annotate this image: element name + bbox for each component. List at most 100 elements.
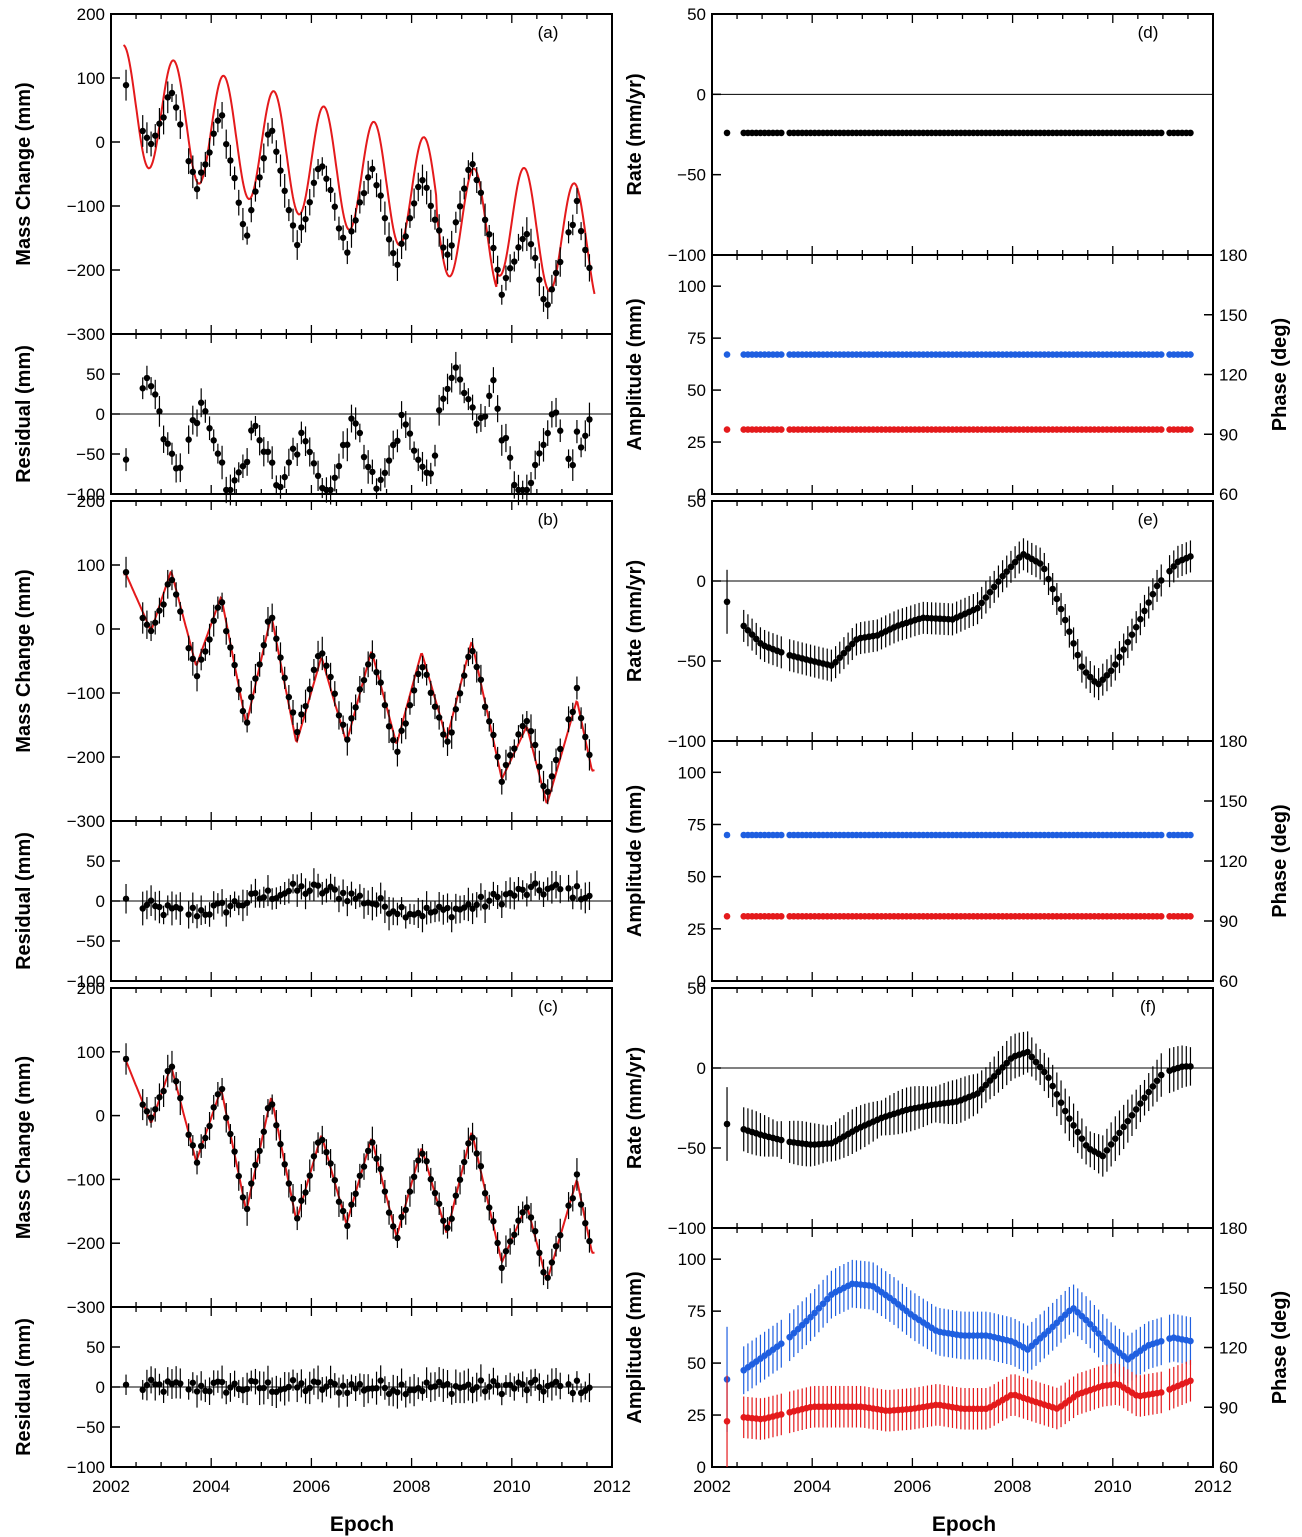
mass-point <box>385 236 393 243</box>
mass-point <box>552 1242 560 1250</box>
residual-point <box>586 1384 593 1391</box>
mass-point <box>294 241 301 249</box>
residual-point <box>490 1377 497 1385</box>
residual-point <box>331 886 338 893</box>
phase-point <box>1086 1321 1094 1328</box>
phase-point <box>1099 1334 1107 1342</box>
amplitude-axis-label: Amplitude (mm) <box>624 298 646 450</box>
rate-point <box>1149 1083 1157 1090</box>
residual-point <box>193 913 201 920</box>
residual-point <box>156 903 163 911</box>
rate-point <box>1007 563 1015 571</box>
residual-point <box>260 1384 268 1392</box>
mass-point <box>356 1172 364 1179</box>
mass-point <box>490 244 497 252</box>
residual-point <box>218 459 226 466</box>
mass-point <box>586 1237 593 1245</box>
mass-point <box>423 184 430 191</box>
mass-point <box>310 179 318 187</box>
mass-point <box>531 741 539 749</box>
rate-point <box>1086 673 1094 681</box>
residual-point <box>544 429 551 437</box>
mass-point <box>477 676 485 683</box>
residual-point <box>143 1381 151 1389</box>
mass-point <box>481 216 489 224</box>
mass-point <box>431 1189 439 1197</box>
residual-point <box>285 1383 293 1391</box>
mass-tick-label: 200 <box>77 5 105 24</box>
rate-point <box>1057 605 1065 613</box>
residual-tick-label: −50 <box>76 1418 105 1437</box>
mass-point <box>406 215 414 222</box>
residual-point <box>486 897 493 904</box>
mass-point <box>544 788 551 795</box>
phase-point <box>786 1333 793 1341</box>
rate-point <box>1137 1100 1144 1107</box>
residual-point <box>160 436 167 443</box>
residual-point <box>202 408 209 415</box>
panel-a: 200 100 0 −100 −200 −300 50 0 −50 −100 (a) Mass Cha… <box>13 5 613 506</box>
residual-point <box>531 1376 539 1384</box>
residual-point <box>248 427 255 434</box>
residual-point <box>335 895 343 903</box>
residual-point <box>569 1389 576 1397</box>
mass-point <box>373 668 380 676</box>
mass-point <box>268 614 276 622</box>
phase-tick-label: 180 <box>1219 732 1247 751</box>
mass-point <box>227 1130 234 1138</box>
rate-point <box>1132 1106 1140 1113</box>
mass-point <box>331 203 338 210</box>
mass-point <box>189 168 197 176</box>
residual-point <box>281 473 288 481</box>
mass-point <box>289 709 297 716</box>
mass-point <box>298 711 305 718</box>
mass-point <box>344 736 351 743</box>
mass-point <box>390 249 397 257</box>
mass-point <box>294 1215 301 1222</box>
mass-point <box>536 763 543 770</box>
mass-point <box>152 1106 159 1113</box>
rate-point <box>836 654 844 661</box>
rate-point <box>1074 651 1082 659</box>
rate-point <box>1011 558 1019 566</box>
mass-point <box>193 672 201 680</box>
mass-point <box>486 231 493 238</box>
mass-point <box>423 671 430 678</box>
residual-point <box>565 885 572 892</box>
rate-tick-label: 50 <box>687 492 706 511</box>
rate-point <box>1045 1074 1052 1081</box>
residual-point <box>294 887 301 894</box>
rate-point <box>1061 1107 1069 1115</box>
residual-point <box>314 1379 322 1386</box>
residual-point <box>206 911 213 918</box>
mass-point <box>427 1176 434 1183</box>
residual-point <box>197 1382 205 1390</box>
residual-point <box>227 902 234 910</box>
mass-tick-label: −100 <box>67 1170 105 1189</box>
rate-point <box>752 635 760 643</box>
amplitude-axes <box>711 1227 1214 1468</box>
mass-point <box>582 1219 589 1227</box>
residual-axis-label: Residual (mm) <box>13 1318 35 1456</box>
mass-point <box>364 1147 372 1155</box>
residual-point <box>243 458 251 466</box>
amplitude-axis-label: Amplitude (mm) <box>624 1271 646 1423</box>
panel-label: (d) <box>1138 23 1159 42</box>
residual-point <box>289 880 297 887</box>
mass-point <box>177 1094 184 1102</box>
mass-point <box>139 1101 146 1108</box>
x-tick-label: 2002 <box>693 1477 731 1496</box>
amplitude-point <box>1157 913 1165 920</box>
rate-point <box>723 129 731 137</box>
mass-point <box>306 1172 313 1179</box>
rate-point <box>1141 607 1148 615</box>
mass-point <box>406 1188 414 1195</box>
rate-point <box>1116 1129 1123 1137</box>
mass-point <box>231 661 238 669</box>
residual-point <box>177 1380 184 1387</box>
mass-point <box>548 1259 556 1266</box>
x-tick-label: 2002 <box>92 1477 130 1496</box>
residual-point <box>289 1376 297 1384</box>
rate-tick-label: 0 <box>697 1059 706 1078</box>
